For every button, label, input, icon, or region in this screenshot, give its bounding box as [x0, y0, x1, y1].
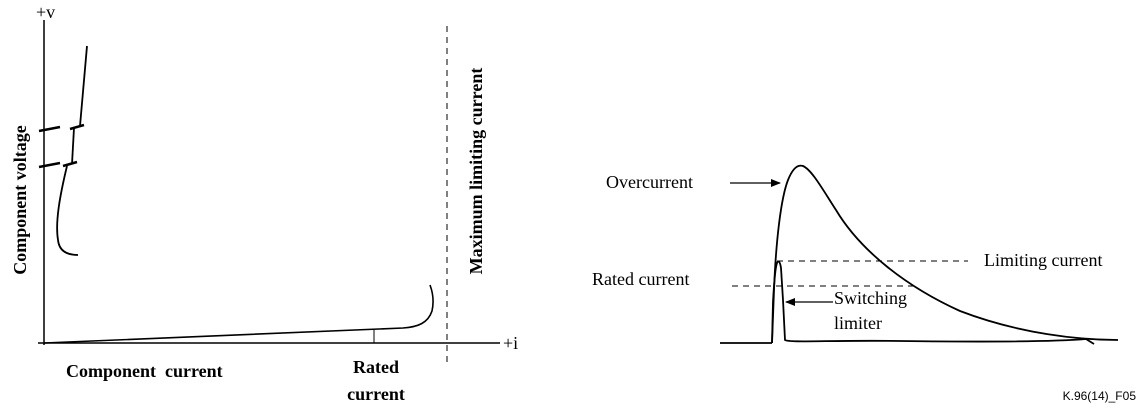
- y-axis-label: Component voltage: [10, 125, 30, 275]
- voltage-curve: [56, 45, 88, 256]
- limiting-current-label: Limiting current: [984, 250, 1102, 270]
- current-curve: [43, 284, 434, 344]
- switching-limiter-waveform: [771, 260, 1095, 345]
- rated-label-line2: current: [347, 384, 405, 404]
- rated-label-line1: Rated: [353, 357, 399, 377]
- left-diagram: +v +i Component voltage Maximum limiting…: [10, 2, 518, 404]
- voltage-curve-break-marks: [62, 123, 85, 168]
- y-axis-break-marks: [38, 125, 61, 169]
- x-axis-label: Component current: [66, 361, 223, 381]
- figure-code: K.96(14)_F05: [1063, 389, 1137, 403]
- y-axis-tip-label: +v: [36, 2, 55, 22]
- overcurrent-label: Overcurrent: [606, 172, 693, 192]
- x-axis-tip-label: +i: [503, 333, 518, 353]
- rated-current-label: Rated current: [592, 269, 689, 289]
- switching-label-line2: limiter: [834, 313, 882, 333]
- overcurrent-waveform: [771, 164, 1119, 344]
- switching-label-line1: Switching: [834, 288, 907, 308]
- max-limit-label: Maximum limiting current: [466, 68, 486, 275]
- right-diagram: Limiting current Rated current Overcurre…: [592, 164, 1119, 345]
